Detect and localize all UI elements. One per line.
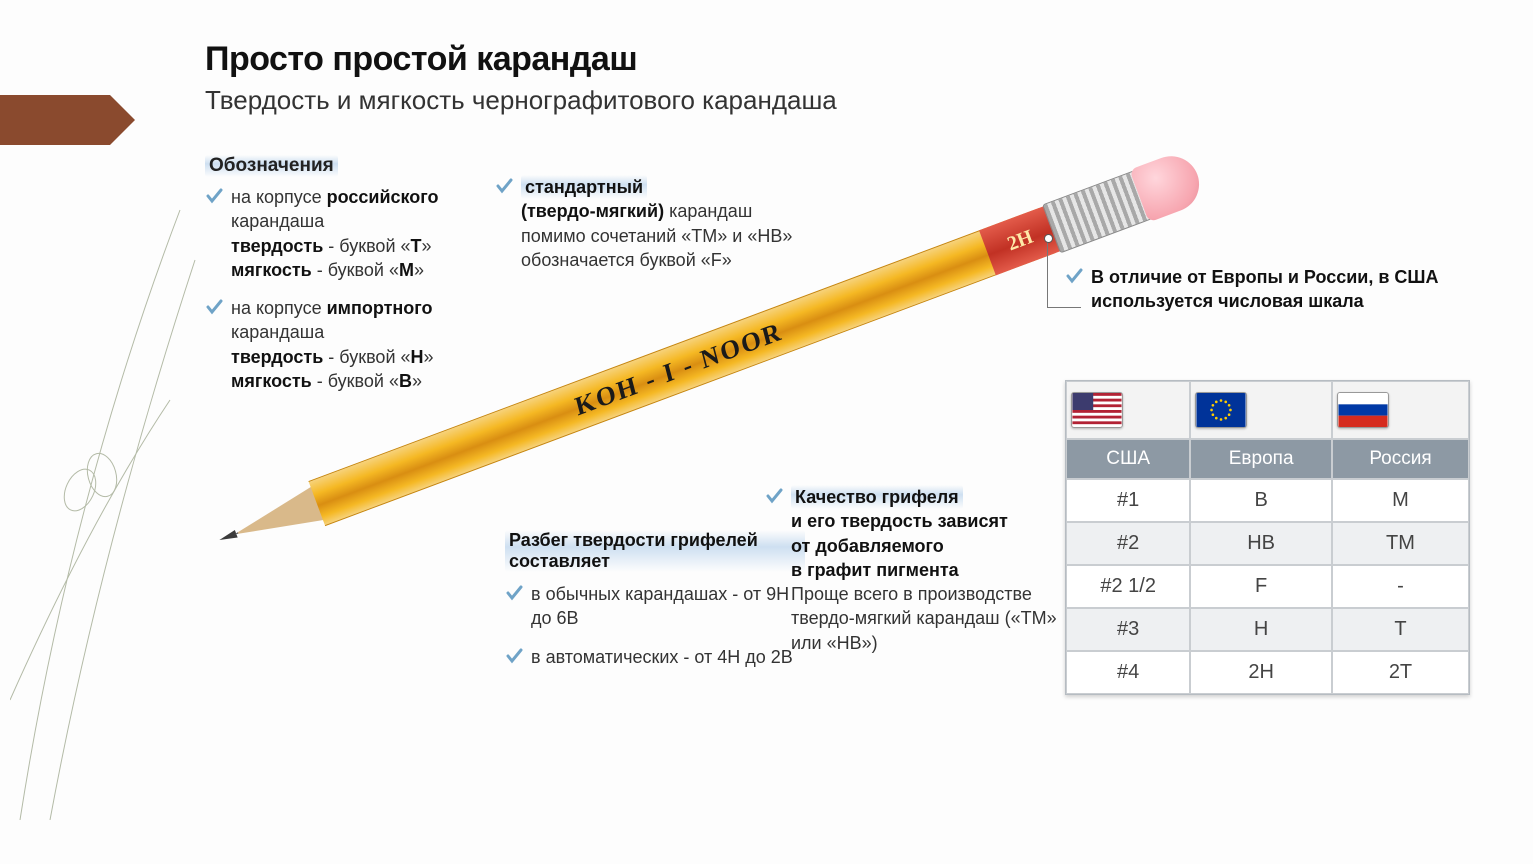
notation-header: Обозначения <box>205 155 338 177</box>
range-item-regular: в обычных карандашах - от 9H до 6B <box>505 582 805 631</box>
russian-notation-text: на корпусе российского карандаша твердос… <box>231 185 439 282</box>
usa-scale-text: В отличие от Европы и России, в США испо… <box>1091 267 1439 311</box>
check-icon <box>765 487 783 505</box>
flag-eu <box>1190 381 1332 439</box>
col-europe: Европа <box>1190 439 1332 479</box>
flag-russia <box>1332 381 1469 439</box>
table-row: #3HТ <box>1066 608 1469 651</box>
lead-quality-block: Качество грифеля и его твердость зависят… <box>765 485 1065 669</box>
usa-flag-icon <box>1071 392 1123 428</box>
check-icon <box>505 647 523 665</box>
check-icon <box>1065 267 1083 285</box>
check-icon <box>205 187 223 205</box>
hardness-range-block: Разбег твердости грифелей составляет в о… <box>505 530 805 683</box>
table-row: #2HBТМ <box>1066 522 1469 565</box>
subtitle: Твердость и мягкость чернографитового ка… <box>205 85 1503 116</box>
check-icon <box>505 584 523 602</box>
table-row: #42H2Т <box>1066 651 1469 694</box>
pencil-tip <box>218 530 238 544</box>
decorative-lines <box>10 200 200 820</box>
standard-notation-text: стандартный (твердо-мягкий) карандаш пом… <box>521 175 795 272</box>
table-header-row: США Европа Россия <box>1066 439 1469 479</box>
col-usa: США <box>1066 439 1190 479</box>
russia-flag-icon <box>1337 392 1389 428</box>
pencil-brand-label: KOH - I - NOOR <box>572 316 786 422</box>
table-row: #1BМ <box>1066 479 1469 522</box>
accent-ribbon <box>0 95 110 145</box>
range-header: Разбег твердости грифелей составляет <box>505 530 805 572</box>
col-russia: Россия <box>1332 439 1469 479</box>
standard-notation-item: стандартный (твердо-мягкий) карандаш пом… <box>495 175 795 286</box>
flag-row <box>1066 381 1469 439</box>
import-notation-text: на корпусе импортного карандаша твердост… <box>231 296 434 393</box>
flag-usa <box>1066 381 1190 439</box>
pencil-wood <box>228 486 325 551</box>
usa-scale-note: В отличие от Европы и России, в США испо… <box>1065 265 1470 328</box>
russian-notation-item: на корпусе российского карандаша твердос… <box>205 185 505 282</box>
check-icon <box>205 298 223 316</box>
hardness-scale-table: США Европа Россия #1BМ #2HBТМ #2 1/2F- #… <box>1065 380 1470 695</box>
range-item-mechanical: в автоматических - от 4H до 2B <box>505 645 805 669</box>
main-title: Просто простой карандаш <box>205 40 1503 79</box>
check-icon <box>495 177 513 195</box>
notation-column: Обозначения на корпусе российского каран… <box>205 155 505 407</box>
table-body: #1BМ #2HBТМ #2 1/2F- #3HТ #42H2Т <box>1066 479 1469 694</box>
eu-flag-icon <box>1195 392 1247 428</box>
infographic-card: Просто простой карандаш Твердость и мягк… <box>205 40 1503 834</box>
pencil-eraser <box>1129 148 1207 222</box>
table-row: #2 1/2F- <box>1066 565 1469 608</box>
pencil-grade-label: 2H <box>1004 225 1036 255</box>
lead-quality-text: Качество грифеля и его твердость зависят… <box>791 485 1065 655</box>
import-notation-item: на корпусе импортного карандаша твердост… <box>205 296 505 393</box>
